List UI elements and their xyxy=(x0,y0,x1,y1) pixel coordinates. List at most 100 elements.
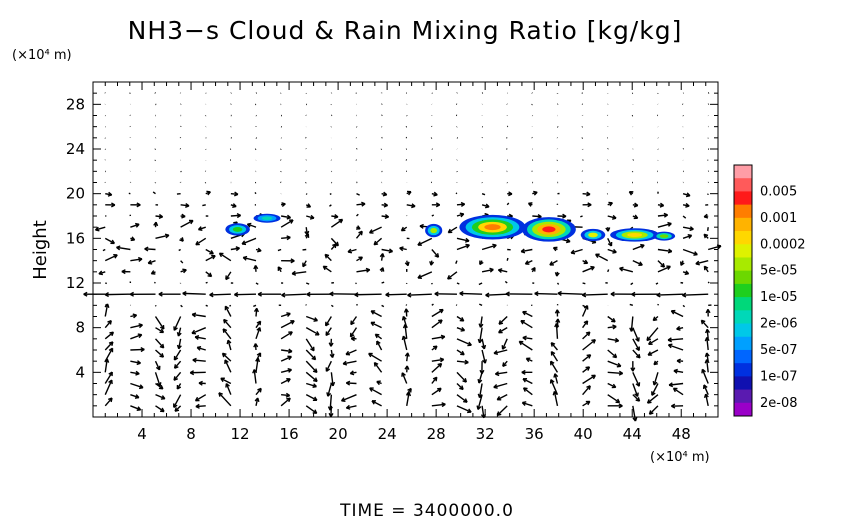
wind-arrow xyxy=(550,351,559,362)
wind-arrow-head xyxy=(312,368,318,374)
wind-arrow xyxy=(330,237,339,247)
wind-arrow xyxy=(607,382,617,388)
wind-arrow-head xyxy=(484,203,490,209)
wind-arrow-head xyxy=(129,291,134,297)
wind-arrow xyxy=(523,387,533,396)
wind-arrow xyxy=(371,400,382,407)
wind-arrow xyxy=(305,282,310,285)
wind-arrow xyxy=(104,358,108,373)
wind-arrow xyxy=(280,368,292,374)
wind-arrow xyxy=(431,387,442,396)
wind-arrow-head xyxy=(113,254,118,259)
wind-arrow-head xyxy=(156,382,162,387)
wind-arrow-head xyxy=(182,268,187,274)
wind-arrow-head xyxy=(667,221,672,227)
wind-arrow xyxy=(349,327,358,338)
wind-arrow-head xyxy=(365,267,371,273)
x-tick-label: 24 xyxy=(378,425,397,443)
wind-arrow-head xyxy=(417,241,422,246)
wind-arrow-head xyxy=(433,191,438,197)
wind-arrow xyxy=(381,248,393,253)
wind-arrow-head xyxy=(287,368,293,373)
cloud-patch xyxy=(588,232,598,238)
wind-arrow xyxy=(369,226,382,234)
wind-arrow xyxy=(220,377,232,385)
wind-arrow-head xyxy=(176,332,182,337)
wind-arrow xyxy=(582,282,586,285)
wind-arrow-head xyxy=(465,243,470,249)
wind-arrow-head xyxy=(704,352,710,358)
wind-arrow xyxy=(607,269,610,273)
wind-arrow-head xyxy=(705,328,711,334)
colorbar-swatch xyxy=(734,191,752,206)
wind-arrow-head xyxy=(441,402,446,408)
wind-arrow-head xyxy=(159,325,165,330)
wind-arrow xyxy=(241,237,257,245)
wind-arrow-head xyxy=(684,270,690,276)
wind-arrow-head xyxy=(695,260,700,266)
wind-arrow xyxy=(368,352,382,362)
wind-arrow-head xyxy=(340,397,346,402)
x-tick-label: 40 xyxy=(574,425,593,443)
wind-arrow xyxy=(204,181,207,184)
wind-arrow xyxy=(154,372,161,387)
wind-arrow-head xyxy=(310,346,315,352)
wind-arrow xyxy=(325,360,332,372)
wind-arrow-head xyxy=(411,203,416,209)
wind-arrow xyxy=(431,335,445,340)
wind-arrow xyxy=(706,359,709,373)
wind-arrow xyxy=(104,237,115,244)
colorbar-label: 2e-08 xyxy=(760,396,798,411)
wind-arrow xyxy=(456,282,460,285)
wind-arrow-head xyxy=(174,407,180,412)
wind-arrow-head xyxy=(638,261,643,267)
wind-arrow xyxy=(631,170,634,173)
wind-arrow xyxy=(632,244,645,251)
wind-arrow-head xyxy=(687,234,693,239)
wind-arrow xyxy=(180,304,183,308)
wind-arrow-head xyxy=(464,237,470,243)
wind-arrow xyxy=(325,327,332,336)
x-ticks: 4 8 12 16 20 24 28 32 36 40 44 48 xyxy=(104,82,707,443)
wind-arrow xyxy=(327,383,333,397)
wind-arrow xyxy=(431,249,439,258)
wind-arrow-head xyxy=(181,213,186,219)
wind-arrow-head xyxy=(614,337,620,343)
wind-arrow xyxy=(648,338,659,345)
wind-arrow xyxy=(195,394,207,402)
wind-arrow xyxy=(459,292,483,295)
wind-arrow-head xyxy=(382,191,388,197)
wind-arrow xyxy=(205,304,208,307)
wind-arrow-head xyxy=(498,320,504,325)
wind-arrow xyxy=(280,397,291,407)
wind-arrow-head xyxy=(349,332,355,338)
wind-arrow-head xyxy=(489,267,494,273)
wind-arrow-head xyxy=(309,214,315,220)
wind-arrow-head xyxy=(191,312,197,318)
wind-arrow xyxy=(607,248,617,253)
wind-arrow xyxy=(478,327,483,343)
wind-arrow-head xyxy=(312,383,317,389)
wind-arrow-head xyxy=(306,291,311,297)
wind-arrow-head xyxy=(508,191,513,197)
wind-arrow xyxy=(130,223,140,228)
colorbar-swatch xyxy=(734,257,752,272)
wind-arrow xyxy=(104,320,112,329)
wind-arrow xyxy=(370,310,382,318)
wind-arrow xyxy=(553,391,559,406)
wind-arrow xyxy=(485,293,508,296)
wind-arrow-head xyxy=(611,214,617,220)
wind-arrow xyxy=(104,397,113,407)
wind-arrow-head xyxy=(401,372,406,377)
wind-arrow-head xyxy=(147,259,153,265)
wind-arrow-head xyxy=(612,324,617,330)
wind-arrow xyxy=(227,339,232,351)
wind-arrow-head xyxy=(224,305,230,311)
wind-arrow xyxy=(247,223,257,228)
wind-arrow xyxy=(682,248,698,256)
wind-arrow-head xyxy=(407,292,412,298)
wind-arrow-head xyxy=(447,228,453,234)
wind-arrow xyxy=(550,360,559,373)
wind-arrow xyxy=(581,305,589,317)
wind-arrow-head xyxy=(325,331,330,337)
